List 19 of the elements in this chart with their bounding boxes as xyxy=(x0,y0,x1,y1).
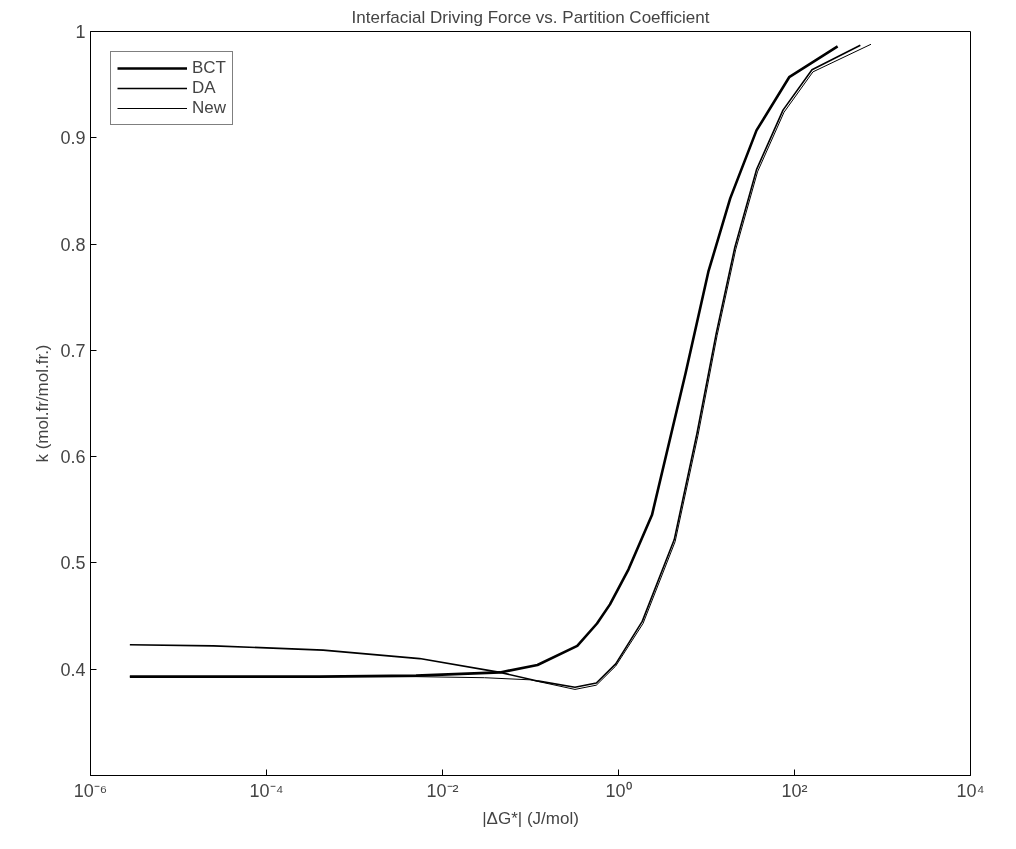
x-tick-label: 10⁻⁴ xyxy=(249,780,284,801)
x-tick-label: 10⁴ xyxy=(956,780,985,801)
legend-label: BCT xyxy=(192,58,226,78)
chart-title: Interfacial Driving Force vs. Partition Coefficient xyxy=(351,7,710,27)
y-tick-label: 0.6 xyxy=(60,447,86,468)
x-tick-label: 10⁻² xyxy=(426,780,459,801)
y-tick-label: 0.7 xyxy=(60,340,86,361)
y-axis-title: k (mol.fr/mol.fr.) xyxy=(33,344,53,463)
x-tick-label: 10⁰ xyxy=(605,780,632,801)
x-tick-label: 10⁻⁶ xyxy=(73,780,108,801)
y-tick-label: 0.5 xyxy=(60,553,86,574)
y-tick-label: 1 xyxy=(75,22,86,42)
y-tick-label: 0.4 xyxy=(60,659,86,680)
x-axis-title: |ΔG*| (J/mol) xyxy=(482,808,579,828)
legend-label: DA xyxy=(192,78,216,98)
y-tick-label: 0.8 xyxy=(60,234,86,255)
y-tick-label: 0.9 xyxy=(60,128,86,149)
x-tick-label: 10² xyxy=(781,780,808,801)
legend-label: New xyxy=(192,98,227,118)
